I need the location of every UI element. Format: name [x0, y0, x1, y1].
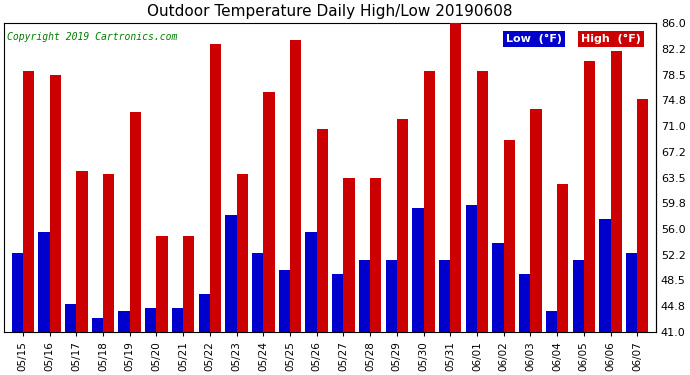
Bar — [493, 243, 504, 332]
Bar — [451, 23, 462, 332]
Bar — [504, 140, 515, 332]
Bar — [306, 232, 317, 332]
Bar — [424, 71, 435, 332]
Bar — [519, 274, 531, 332]
Bar — [226, 215, 237, 332]
Text: Copyright 2019 Cartronics.com: Copyright 2019 Cartronics.com — [8, 32, 178, 42]
Bar — [466, 205, 477, 332]
Bar — [359, 260, 370, 332]
Bar — [370, 177, 382, 332]
Bar — [600, 219, 611, 332]
Bar — [546, 311, 557, 332]
Bar — [557, 184, 569, 332]
Text: High  (°F): High (°F) — [581, 34, 641, 44]
Bar — [23, 71, 34, 332]
Bar — [531, 109, 542, 332]
Bar — [145, 308, 157, 332]
Bar — [210, 44, 221, 332]
Bar — [638, 99, 649, 332]
Bar — [172, 308, 183, 332]
Bar — [199, 294, 210, 332]
Bar — [65, 304, 77, 332]
Bar — [584, 61, 595, 332]
Bar — [279, 270, 290, 332]
Bar — [183, 236, 195, 332]
Bar — [332, 274, 344, 332]
Bar — [50, 75, 61, 332]
Bar — [413, 209, 424, 332]
Bar — [626, 253, 638, 332]
Text: Low  (°F): Low (°F) — [506, 34, 562, 44]
Bar — [103, 174, 115, 332]
Bar — [439, 260, 451, 332]
Bar — [157, 236, 168, 332]
Bar — [119, 311, 130, 332]
Title: Outdoor Temperature Daily High/Low 20190608: Outdoor Temperature Daily High/Low 20190… — [148, 4, 513, 19]
Bar — [317, 129, 328, 332]
Bar — [264, 92, 275, 332]
Bar — [386, 260, 397, 332]
Bar — [130, 112, 141, 332]
Bar — [290, 40, 302, 332]
Bar — [92, 318, 103, 332]
Bar — [39, 232, 50, 332]
Bar — [252, 253, 264, 332]
Bar — [237, 174, 248, 332]
Bar — [77, 171, 88, 332]
Bar — [397, 119, 408, 332]
Bar — [344, 177, 355, 332]
Bar — [477, 71, 489, 332]
Bar — [611, 51, 622, 332]
Bar — [573, 260, 584, 332]
Bar — [12, 253, 23, 332]
